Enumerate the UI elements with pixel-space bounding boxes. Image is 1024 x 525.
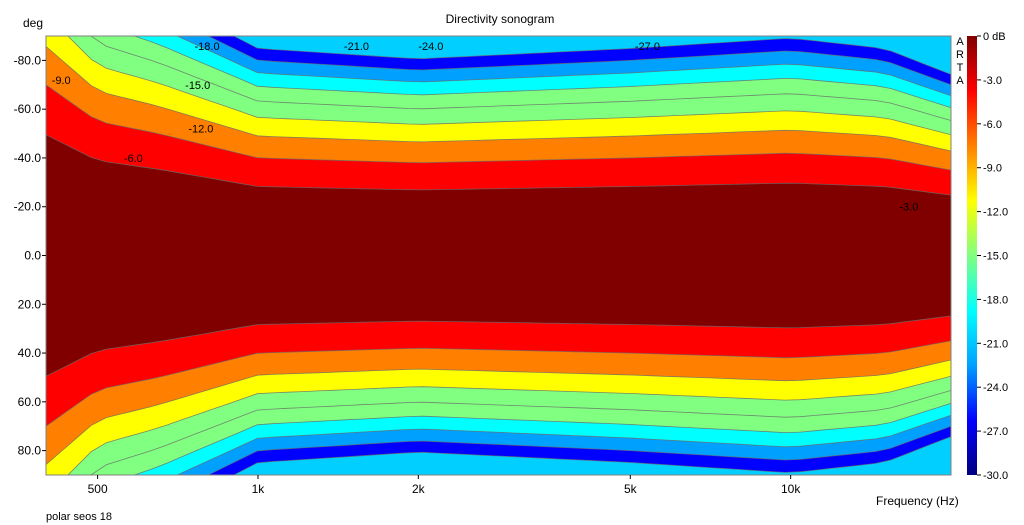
y-tick-label: -80.0 bbox=[14, 53, 42, 67]
contour-label: -3.0 bbox=[899, 202, 918, 214]
x-tick-label: 10k bbox=[781, 482, 801, 496]
contour-labels: -9.0 -6.0 -15.0 -12.0 -18.0 -21.0 -24.0 -27.0 -3… bbox=[52, 41, 919, 214]
y-axis-ticks: -80.0 -60.0 -40.0 -20.0 0.0 20.0 40.0 60.0 80.0 bbox=[14, 53, 46, 458]
colorbar-tick-label: -18.0 bbox=[983, 294, 1008, 306]
contour-label: -18.0 bbox=[194, 41, 219, 53]
contour-label: -24.0 bbox=[418, 41, 443, 53]
colorbar-tick-label: -30.0 bbox=[983, 470, 1008, 482]
contour-line bbox=[46, 134, 951, 377]
colorbar bbox=[967, 36, 977, 475]
contour-label: -12.0 bbox=[188, 124, 213, 136]
colorbar-tick-label: -21.0 bbox=[983, 338, 1008, 350]
y-tick-label: 60.0 bbox=[18, 395, 42, 409]
y-tick-label: 0.0 bbox=[24, 249, 41, 263]
contour-line bbox=[46, 84, 951, 427]
x-tick-label: 1k bbox=[252, 482, 266, 496]
y-tick-label: -60.0 bbox=[14, 102, 42, 116]
colorbar-ticks: 0 dB -3.0 -6.0 -9.0 -12.0 -15.0 -18.0 -21.0 -24.… bbox=[977, 31, 1008, 482]
contour-line bbox=[46, 36, 951, 475]
colorbar-tick-label: 0 dB bbox=[983, 31, 1006, 43]
colorbar-tick-label: -6.0 bbox=[983, 119, 1002, 131]
contour-label: -27.0 bbox=[635, 41, 660, 53]
contour-line bbox=[46, 36, 951, 475]
contour-label: -6.0 bbox=[124, 153, 143, 165]
colorbar-tick-label: -27.0 bbox=[983, 426, 1008, 438]
contour-label: -15.0 bbox=[185, 80, 210, 92]
contour-line bbox=[46, 45, 951, 466]
x-axis-ticks: 500 1k 2k 5k 10k bbox=[88, 475, 801, 496]
colorbar-tick-label: -3.0 bbox=[983, 75, 1002, 87]
colorbar-tick-label: -9.0 bbox=[983, 163, 1002, 175]
contour-label: -21.0 bbox=[344, 41, 369, 53]
y-axis-label: deg bbox=[23, 16, 44, 30]
colorbar-tick-label: -15.0 bbox=[983, 251, 1008, 263]
heatmap-bands bbox=[46, 36, 951, 475]
y-tick-label: -20.0 bbox=[14, 200, 42, 214]
x-tick-label: 2k bbox=[412, 482, 426, 496]
contour-line bbox=[46, 36, 951, 475]
chart-title: Directivity sonogram bbox=[445, 12, 555, 26]
brand-letter: T bbox=[956, 62, 964, 74]
y-tick-label: -40.0 bbox=[14, 151, 42, 165]
brand-letter: A bbox=[956, 36, 964, 48]
brand-letter: R bbox=[956, 49, 964, 61]
contour-lines bbox=[46, 36, 951, 475]
colorbar-tick-label: -12.0 bbox=[983, 207, 1008, 219]
heatmap-band bbox=[46, 134, 951, 377]
footnote: polar seos 18 bbox=[46, 511, 113, 523]
plot-area bbox=[46, 36, 951, 475]
contour-label: -9.0 bbox=[52, 75, 71, 87]
y-tick-label: 20.0 bbox=[18, 297, 42, 311]
y-tick-label: 80.0 bbox=[18, 444, 42, 458]
x-axis-label: Frequency (Hz) bbox=[876, 494, 959, 508]
brand-letter: A bbox=[956, 75, 964, 87]
colorbar-tick-label: -24.0 bbox=[983, 382, 1008, 394]
y-tick-label: 40.0 bbox=[18, 346, 42, 360]
contour-line bbox=[46, 36, 951, 475]
contour-line bbox=[46, 36, 951, 475]
x-tick-label: 5k bbox=[624, 482, 638, 496]
contour-line bbox=[46, 36, 951, 475]
brand-watermark: A R T A bbox=[955, 36, 965, 88]
x-tick-label: 500 bbox=[88, 482, 108, 496]
